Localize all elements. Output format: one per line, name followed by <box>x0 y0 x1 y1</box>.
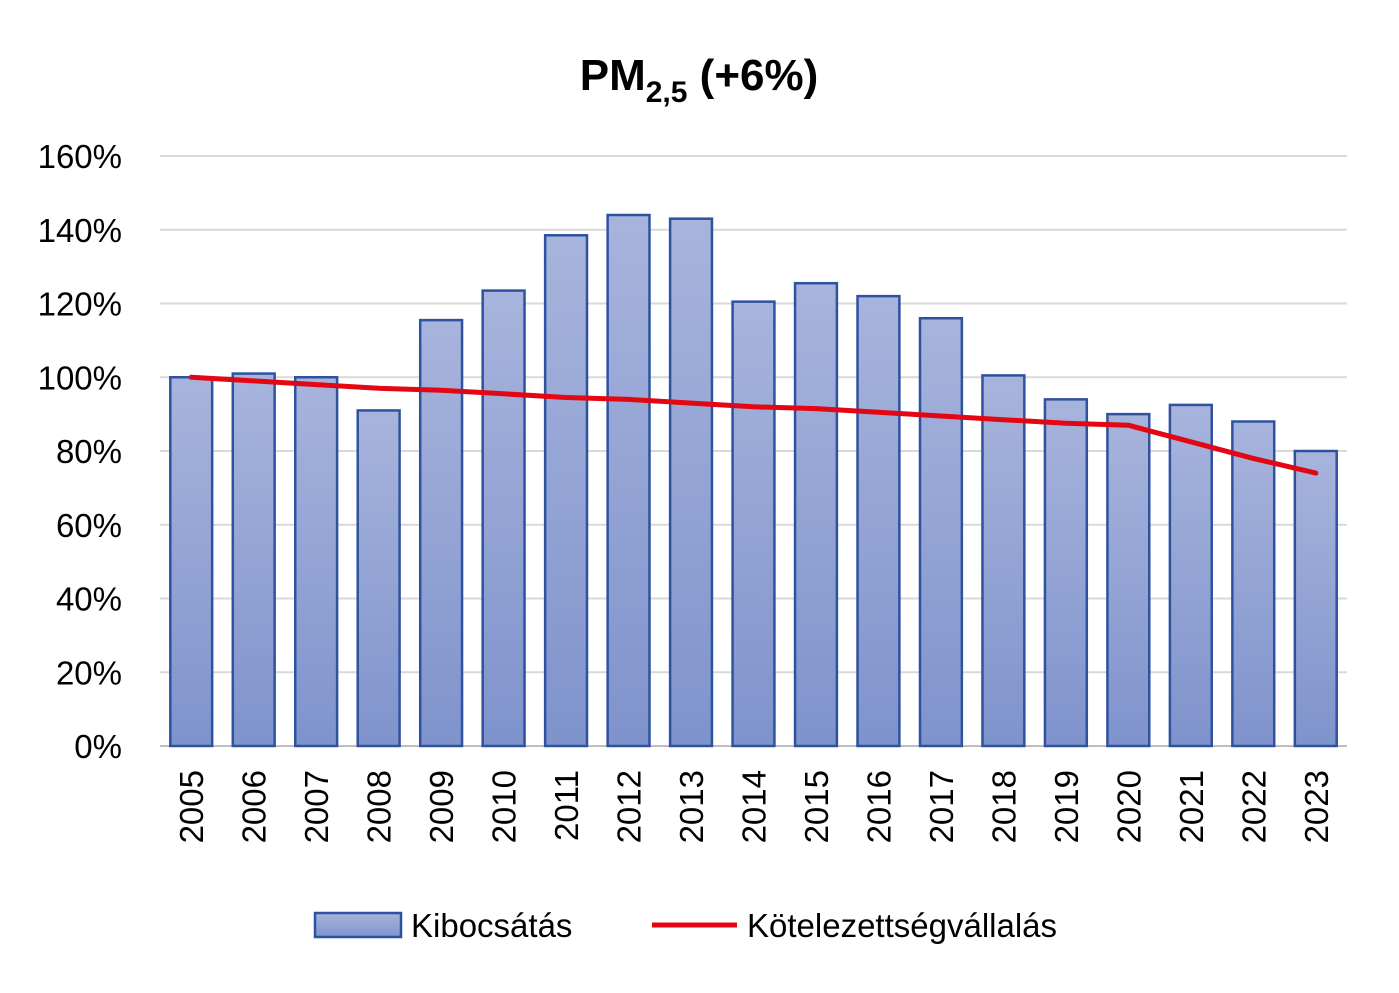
chart-title-main: PM <box>580 51 646 100</box>
x-tick-label: 2023 <box>1298 770 1335 843</box>
y-axis-ticks: 0% 20% 40% 60% 80% 100% 120% 140% 160% <box>38 138 122 765</box>
x-tick-label: 2022 <box>1235 770 1272 843</box>
bar-2010 <box>481 289 526 748</box>
bar-2018 <box>981 374 1026 748</box>
y-tick-label: 120% <box>38 286 122 323</box>
x-tick-label: 2017 <box>923 770 960 843</box>
bar-2020 <box>1106 412 1151 748</box>
x-tick-label: 2015 <box>798 770 835 843</box>
x-axis-ticks: 2005 2006 2007 2008 2009 2010 2011 2012 2013 2014… <box>173 770 1335 843</box>
chart-title-suffix: (+6%) <box>687 51 818 100</box>
x-tick-label: 2020 <box>1110 770 1147 843</box>
x-tick-label: 2007 <box>298 770 335 843</box>
bar-2009 <box>418 318 464 748</box>
bar-2021 <box>1168 403 1213 748</box>
chart-title-subscript: 2,5 <box>646 76 688 109</box>
y-tick-label: 40% <box>56 581 122 618</box>
x-tick-label: 2006 <box>236 770 273 843</box>
y-tick-label: 100% <box>38 359 122 396</box>
legend: Kibocsátás Kötelezettségvállalás <box>313 907 1057 944</box>
bar-2012 <box>606 213 651 748</box>
y-tick-label: 140% <box>38 212 122 249</box>
bar-2011 <box>543 234 589 748</box>
y-tick-label: 0% <box>74 728 122 765</box>
x-tick-label: 2021 <box>1173 770 1210 843</box>
x-tick-label: 2012 <box>611 770 648 843</box>
line-series-kotelezettsegvallalas <box>188 374 1319 476</box>
x-tick-label: 2019 <box>1048 770 1085 843</box>
bar-2022 <box>1231 420 1276 748</box>
x-tick-label: 2009 <box>423 770 460 843</box>
bar-2005 <box>169 376 214 748</box>
y-tick-label: 160% <box>38 138 122 175</box>
bar-2015 <box>793 281 839 748</box>
x-tick-label: 2011 <box>548 770 585 841</box>
x-tick-label: 2016 <box>860 770 897 843</box>
x-tick-label: 2008 <box>361 770 398 843</box>
y-tick-label: 80% <box>56 433 122 470</box>
x-tick-label: 2014 <box>736 770 773 843</box>
y-tick-label: 20% <box>56 654 122 691</box>
bar-2023 <box>1293 449 1338 748</box>
bar-2014 <box>731 300 776 748</box>
bar-2007 <box>294 376 339 748</box>
x-tick-label: 2005 <box>173 770 210 843</box>
bar-2016 <box>856 294 901 748</box>
x-tick-label: 2010 <box>486 770 523 843</box>
x-tick-label: 2018 <box>985 770 1022 843</box>
bar-2008 <box>356 409 401 748</box>
bar-2017 <box>918 317 964 748</box>
bar-series-kibocsatas <box>169 213 1338 748</box>
legend-label-kibocsatas: Kibocsátás <box>411 907 572 944</box>
bar-2019 <box>1043 398 1089 748</box>
bar-2006 <box>231 372 276 748</box>
chart-title: PM2,5 (+6%) <box>580 51 819 109</box>
y-tick-label: 60% <box>56 507 122 544</box>
legend-swatch-kibocsatas <box>313 911 403 939</box>
x-tick-label: 2013 <box>673 770 710 843</box>
bar-2013 <box>668 217 714 748</box>
legend-label-kotelezettsegvallalas: Kötelezettségvállalás <box>747 907 1057 944</box>
